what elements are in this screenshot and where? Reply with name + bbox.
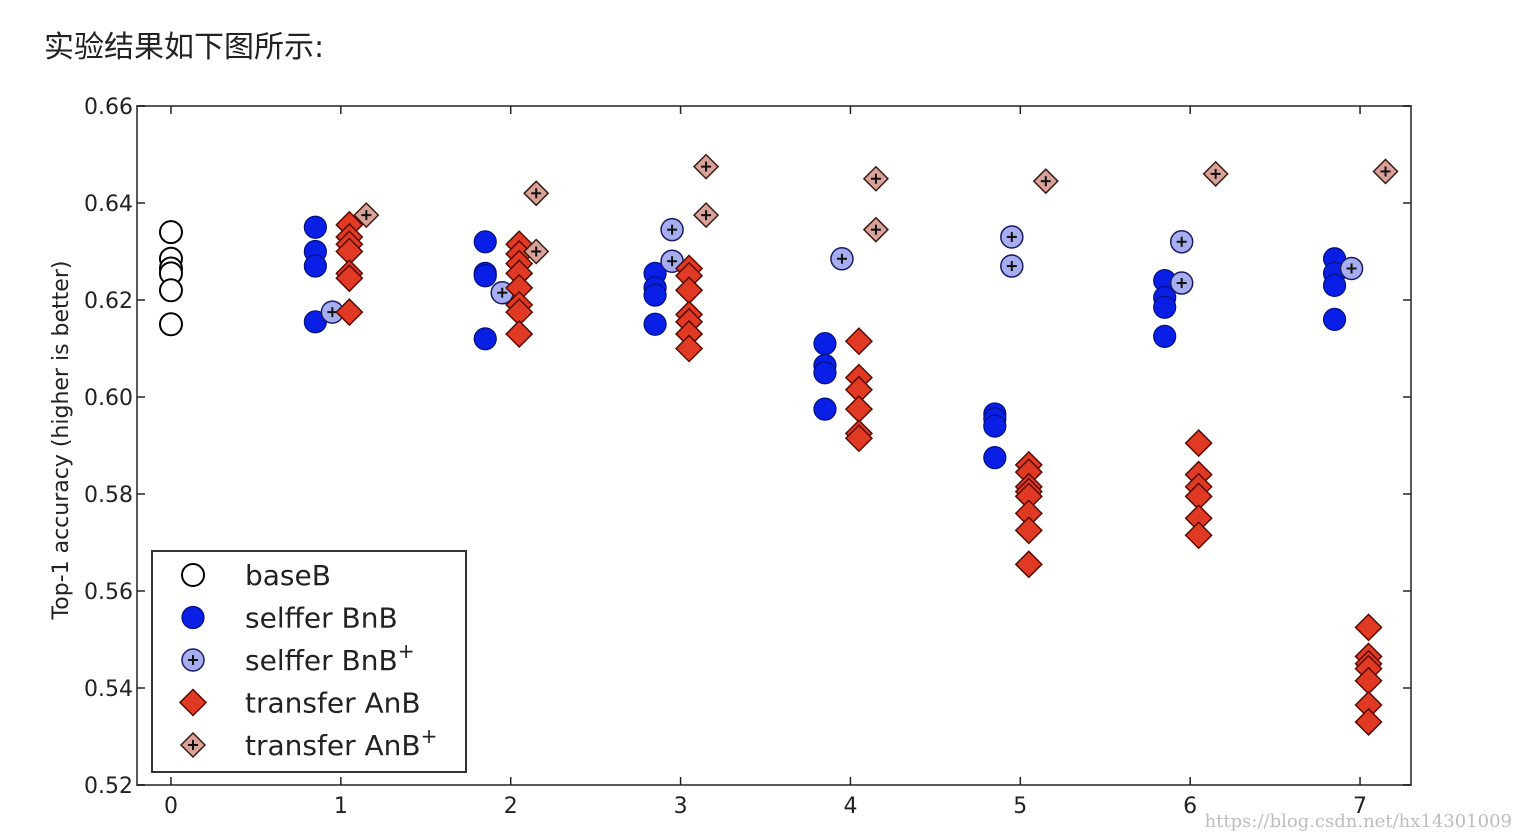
y-tick-label: 0.66 — [84, 95, 133, 120]
y-tick-label: 0.56 — [84, 580, 133, 605]
data-point — [844, 327, 873, 356]
data-point — [862, 165, 889, 192]
data-point — [862, 216, 889, 243]
x-tick-label: 3 — [674, 794, 688, 819]
y-tick-label: 0.60 — [84, 386, 133, 411]
data-point — [523, 238, 550, 265]
data-point — [353, 202, 380, 229]
legend-item: baseB — [181, 559, 331, 592]
data-point — [844, 424, 873, 453]
data-point — [813, 332, 837, 356]
x-tick-label: 1 — [334, 794, 348, 819]
legend-marker — [181, 563, 205, 587]
data-point — [1354, 613, 1383, 642]
legend-label: selffer BnB+ — [245, 639, 414, 677]
data-point — [1000, 225, 1024, 249]
data-point — [303, 254, 327, 278]
data-point — [675, 334, 704, 363]
data-point — [1014, 516, 1043, 545]
data-point — [660, 217, 684, 242]
data-point — [1153, 324, 1177, 348]
data-point — [1000, 254, 1024, 278]
data-point — [692, 153, 720, 180]
data-point — [983, 414, 1007, 438]
y-tick-label: 0.58 — [84, 483, 133, 508]
data-point — [1354, 707, 1383, 737]
data-point — [983, 446, 1007, 470]
intro-text: 实验结果如下图所示: — [44, 30, 325, 65]
legend-label: transfer AnB — [245, 687, 421, 720]
x-tick-label: 2 — [504, 794, 518, 819]
legend-label: baseB — [245, 559, 331, 592]
x-tick-label: 4 — [843, 794, 857, 819]
legend-superscript: + — [421, 724, 438, 748]
data-point — [1184, 429, 1213, 458]
series-3 — [335, 210, 1383, 737]
legend-item: transfer AnB — [178, 687, 421, 720]
data-point — [1169, 271, 1194, 295]
watermark: https://blog.csdn.net/hx14301009 — [1204, 811, 1512, 832]
series-4 — [353, 153, 1399, 265]
y-tick-label: 0.52 — [84, 774, 133, 799]
data-point — [473, 230, 497, 254]
data-point — [813, 361, 837, 385]
x-tick-label: 6 — [1183, 794, 1197, 819]
data-point — [643, 283, 667, 307]
data-point — [505, 319, 534, 349]
legend-marker — [179, 731, 207, 759]
data-point — [692, 202, 720, 229]
y-tick-label: 0.64 — [84, 192, 133, 217]
data-point — [303, 215, 327, 239]
y-tick-label: 0.62 — [84, 289, 133, 314]
legend-item: selffer BnB — [181, 602, 398, 635]
legend-label: transfer AnB+ — [245, 724, 437, 762]
data-point — [813, 397, 837, 421]
legend: baseB selffer BnB selffer BnB+ transfer AnB… — [151, 550, 467, 773]
series-2 — [320, 217, 1364, 324]
data-marks — [158, 153, 1399, 737]
data-point — [1202, 160, 1229, 187]
data-point — [1184, 521, 1213, 550]
legend-marker — [181, 648, 205, 672]
legend-marker — [178, 688, 208, 717]
legend-superscript: + — [398, 639, 415, 663]
legend-label: selffer BnB — [245, 602, 398, 635]
data-point — [158, 278, 183, 303]
series-1 — [303, 215, 1347, 470]
data-point — [158, 220, 183, 245]
data-point — [473, 264, 497, 288]
data-point — [523, 180, 550, 207]
axis-ticks: 0 1 2 3 4 5 6 7 0.52 0.54 0.56 0.58 0.60 0.62 0.64 0.66 — [84, 95, 1411, 819]
data-point — [473, 327, 497, 351]
data-point — [1322, 273, 1347, 298]
data-point — [158, 312, 183, 337]
data-point — [335, 298, 364, 327]
legend-marker — [181, 605, 205, 630]
data-point — [1339, 256, 1364, 281]
data-point — [1014, 550, 1043, 579]
data-point — [1169, 230, 1194, 254]
legend-item: transfer AnB+ — [179, 724, 437, 762]
series-0 — [158, 220, 183, 337]
y-axis-label: Top-1 accuracy (higher is better) — [49, 261, 74, 621]
data-point — [320, 300, 345, 324]
data-point — [830, 247, 854, 271]
x-tick-label: 0 — [164, 794, 178, 819]
data-point — [1032, 168, 1059, 195]
y-tick-label: 0.54 — [84, 677, 133, 702]
x-tick-label: 5 — [1013, 794, 1027, 819]
data-point — [1322, 307, 1347, 331]
x-tick-label: 7 — [1353, 794, 1367, 819]
data-point — [1372, 158, 1399, 185]
data-point — [643, 312, 667, 336]
legend-item: selffer BnB+ — [181, 639, 414, 677]
data-point — [335, 264, 364, 293]
data-point — [1153, 295, 1177, 319]
